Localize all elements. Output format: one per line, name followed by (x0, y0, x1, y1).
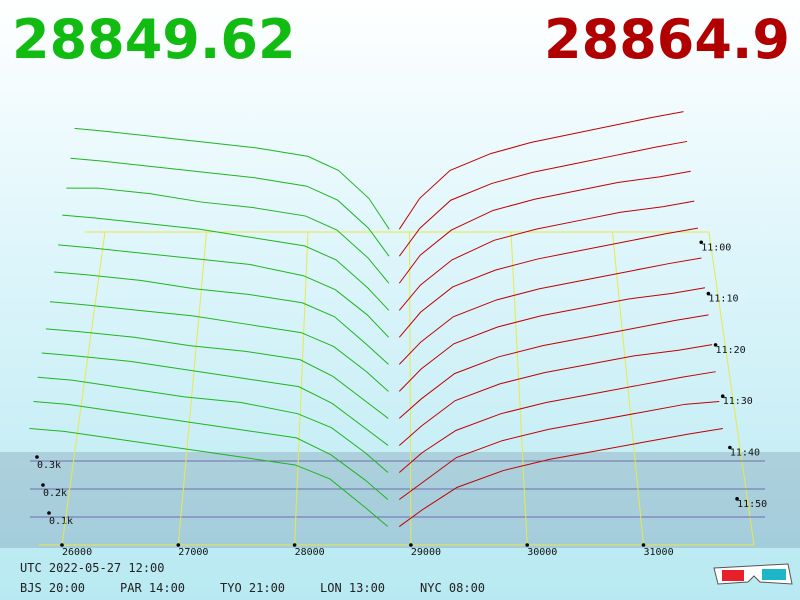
price-tick (292, 543, 297, 547)
bid-depth-line (33, 401, 389, 500)
price-grid-line (612, 231, 644, 546)
time-tick-label: 11:30 (723, 396, 753, 407)
price-grid-line (510, 231, 528, 546)
bid-depth-line (37, 376, 389, 473)
bid-depth-line (49, 301, 389, 392)
price-tick-label: 30000 (527, 547, 557, 558)
zone-time: BJS 20:00 (20, 581, 85, 595)
bid-depth-line (45, 328, 389, 419)
depth-tick (47, 511, 51, 515)
price-tick-label: 27000 (178, 547, 208, 558)
ask-depth-line (398, 428, 723, 527)
ask-depth-line (398, 401, 720, 500)
zone-time: TYO 21:00 (220, 581, 285, 595)
price-grid-line (294, 231, 309, 546)
time-tick-label: 11:50 (737, 499, 767, 510)
plot: 0.3k 0.2k 0.1k 26000 27000 28000 29000 30000 310… (29, 111, 767, 558)
zone-time: NYC 08:00 (420, 581, 485, 595)
bid-depth-line (70, 157, 390, 257)
price-tick (176, 543, 181, 547)
bid-depth-line (41, 352, 389, 446)
price-grid-line (409, 231, 412, 546)
ask-depth-line (398, 200, 695, 311)
ask-depth-line (398, 170, 691, 284)
utc-time: UTC 2022-05-27 12:00 (20, 561, 165, 575)
bid-depth-line (62, 214, 390, 311)
time-tick (706, 291, 711, 296)
time-tick (728, 445, 732, 450)
bid-depth-line (58, 244, 390, 338)
depth-tick-label: 0.1k (49, 516, 73, 527)
ask-depth-line (398, 344, 713, 446)
bid-depth-line (29, 428, 389, 527)
zone-time: PAR 14:00 (120, 581, 185, 595)
time-tick-label: 11:20 (716, 345, 746, 356)
depth-tick-label: 0.2k (43, 488, 67, 499)
ask-depth-line (398, 371, 716, 473)
depth-tick-label: 0.3k (37, 460, 61, 471)
bid-depth-line (66, 187, 390, 284)
bid-price: 28849.62 (12, 8, 296, 71)
ask-depth-line (398, 314, 709, 419)
price-tick (641, 543, 646, 547)
bid-depth-line (74, 127, 390, 230)
time-tick-label: 11:00 (701, 242, 731, 253)
depth-tick (41, 483, 45, 487)
ask-depth-line (398, 140, 688, 257)
time-tick-label: 11:40 (730, 448, 760, 459)
price-tick-label: 26000 (62, 547, 92, 558)
price-grid-line (61, 231, 106, 546)
price-grid-line (177, 231, 207, 546)
3d-glasses-icon (713, 563, 793, 585)
time-tick (735, 497, 739, 501)
floor-edge (708, 231, 755, 546)
price-tick-label: 29000 (411, 547, 441, 558)
time-tick (713, 343, 718, 347)
price-tick (409, 543, 413, 547)
zones: BJS 20:00 PAR 14:00 TYO 21:00 LON 13:00 NYC … (20, 581, 485, 595)
depth-tick (35, 455, 39, 459)
ask-depth-line (398, 257, 702, 365)
price-tick-label: 28000 (295, 547, 325, 558)
price-tick (525, 543, 529, 547)
price-tick (60, 543, 64, 547)
bid-depth-line (54, 271, 389, 365)
price-tick-label: 31000 (644, 547, 674, 558)
ask-depth-line (398, 227, 698, 338)
ask-depth-line (398, 111, 684, 230)
zone-time: LON 13:00 (320, 581, 385, 595)
ask-price: 28864.9 (544, 8, 790, 71)
time-tick-label: 11:10 (708, 294, 738, 305)
time-tick (699, 240, 704, 245)
time-tick (720, 394, 725, 398)
depth-band (0, 452, 800, 548)
ask-depth-line (398, 287, 706, 392)
